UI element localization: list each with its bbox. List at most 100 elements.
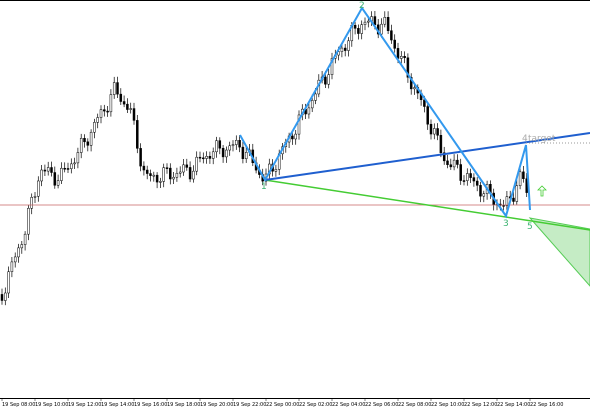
candle-body xyxy=(37,180,40,197)
candle-body xyxy=(363,21,367,25)
candle-body xyxy=(307,107,311,115)
candle-body xyxy=(231,144,235,147)
candle-body xyxy=(132,108,136,121)
candle-body xyxy=(462,180,466,182)
candle-body xyxy=(409,77,413,90)
candle-body xyxy=(429,123,433,135)
x-tick-label: 19 Sep 16:00 xyxy=(134,402,167,408)
candle-body xyxy=(93,122,96,133)
candle-body xyxy=(56,180,60,186)
candle-body xyxy=(482,193,486,197)
candle-body xyxy=(456,159,459,165)
candle-body xyxy=(469,173,472,178)
candle-body xyxy=(10,261,14,272)
candle-body xyxy=(324,76,327,85)
candle-body xyxy=(119,93,123,102)
candle-body xyxy=(515,185,519,202)
candle-body xyxy=(178,171,182,174)
candle-body xyxy=(136,120,139,149)
point-label: 1 xyxy=(261,182,267,192)
x-tick-label: 19 Sep 10:00 xyxy=(35,402,68,408)
candle-body xyxy=(109,94,113,113)
candle-body xyxy=(479,185,482,197)
candle-body xyxy=(518,171,522,187)
candle-body xyxy=(330,58,334,75)
candle-body xyxy=(241,146,245,159)
candle-body xyxy=(23,233,27,245)
candle-body xyxy=(122,101,126,105)
candle-body xyxy=(0,294,4,301)
candles xyxy=(0,10,528,306)
candle-body xyxy=(512,197,515,202)
candle-body xyxy=(426,106,429,125)
x-tick-label: 19 Sep 14:00 xyxy=(101,402,134,408)
candle-body xyxy=(145,169,149,174)
candle-body xyxy=(244,152,248,159)
green-trendline xyxy=(264,179,590,231)
candle-body xyxy=(274,169,278,172)
candle-body xyxy=(155,174,159,183)
candle-body xyxy=(50,167,53,173)
candle-body xyxy=(46,167,50,172)
candle-body xyxy=(294,133,297,140)
x-tick-label: 22 Sep 06:00 xyxy=(365,402,398,408)
blue-trendline xyxy=(264,132,590,181)
candle-body xyxy=(89,131,93,146)
candle-body xyxy=(202,157,205,160)
candle-body xyxy=(357,28,360,34)
candle-body xyxy=(459,164,462,181)
candle-body xyxy=(53,172,57,186)
x-tick-label: 22 Sep 08:00 xyxy=(398,402,431,408)
candle-body xyxy=(291,135,294,140)
candle-body xyxy=(396,48,400,59)
candle-body xyxy=(198,156,202,159)
candle-body xyxy=(327,74,330,85)
point-label: 4 xyxy=(522,134,528,144)
candle-body xyxy=(30,197,33,209)
candle-body xyxy=(172,176,175,180)
zigzag xyxy=(239,6,531,219)
candle-body xyxy=(17,247,20,258)
candle-body xyxy=(99,109,103,118)
candle-body xyxy=(70,163,73,169)
candle-body xyxy=(337,51,340,56)
candle-body xyxy=(195,156,198,172)
candle-body xyxy=(20,244,24,249)
x-tick-label: 22 Sep 12:00 xyxy=(464,402,497,408)
candle-body xyxy=(436,128,439,136)
candle-body xyxy=(360,24,363,34)
candle-body xyxy=(413,87,416,90)
candle-body xyxy=(86,141,90,146)
candle-body xyxy=(165,167,169,169)
candle-body xyxy=(373,16,377,26)
candle-body xyxy=(390,30,393,41)
target-label: target xyxy=(528,134,556,144)
x-tick-label: 19 Sep 18:00 xyxy=(167,402,200,408)
candle-body xyxy=(205,155,208,159)
point-label: 5 xyxy=(527,222,533,232)
x-tick-label: 22 Sep 00:00 xyxy=(266,402,299,408)
candle-body xyxy=(235,140,238,145)
candle-body xyxy=(106,110,109,113)
candle-body xyxy=(314,93,317,101)
candle-body xyxy=(218,140,222,149)
candle-body xyxy=(185,164,189,168)
candle-body xyxy=(7,271,10,294)
candle-body xyxy=(393,39,396,49)
candle-body xyxy=(112,82,116,95)
candle-body xyxy=(33,195,37,198)
candle-body xyxy=(505,196,509,206)
candle-body xyxy=(502,205,505,207)
candle-body xyxy=(472,177,476,182)
candle-body xyxy=(439,135,443,153)
x-tick-label: 22 Sep 04:00 xyxy=(332,402,365,408)
candle-body xyxy=(192,170,195,180)
candle-body xyxy=(139,148,142,167)
x-axis-labels: 19 Sep 08:00 19 Sep 10:00 19 Sep 12:00 19 S… xyxy=(1,398,563,408)
candle-body xyxy=(149,173,152,176)
candle-body xyxy=(169,167,172,180)
x-tick-label: 19 Sep 12:00 xyxy=(68,402,101,408)
candle-body xyxy=(211,151,215,159)
target-zone xyxy=(528,217,590,287)
candle-body xyxy=(103,109,106,112)
